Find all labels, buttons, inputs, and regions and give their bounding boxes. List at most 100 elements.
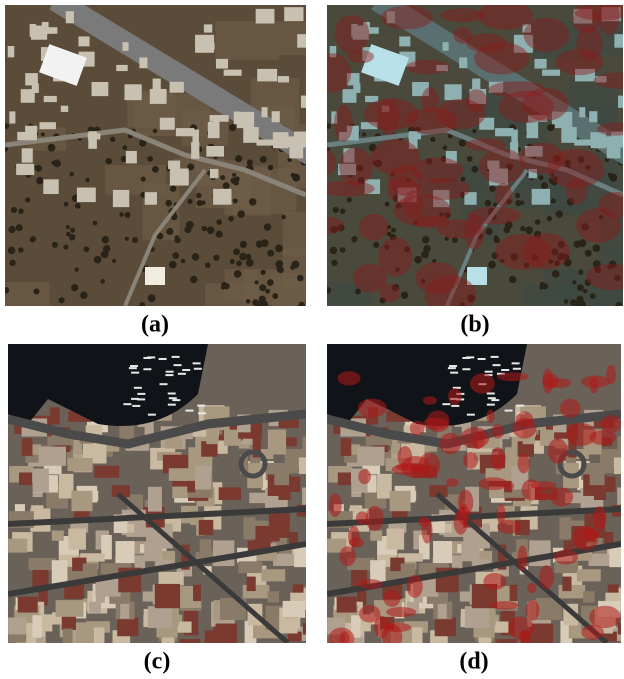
building bbox=[531, 623, 554, 643]
tree bbox=[10, 206, 18, 214]
tree bbox=[550, 198, 556, 204]
boat bbox=[130, 365, 139, 368]
roundabout bbox=[238, 449, 268, 479]
water bbox=[327, 344, 527, 426]
building bbox=[345, 444, 360, 455]
building bbox=[554, 561, 579, 574]
tree bbox=[229, 258, 235, 264]
tree bbox=[614, 274, 621, 282]
building bbox=[244, 620, 257, 643]
building bbox=[51, 530, 64, 541]
building bbox=[399, 36, 411, 47]
building bbox=[589, 472, 605, 486]
building bbox=[261, 569, 286, 582]
building bbox=[252, 437, 261, 458]
building bbox=[88, 131, 97, 149]
highlight bbox=[494, 182, 513, 207]
building bbox=[300, 95, 306, 108]
boat bbox=[147, 413, 156, 416]
building bbox=[65, 11, 74, 24]
building bbox=[147, 486, 162, 512]
tree bbox=[196, 199, 203, 207]
building bbox=[364, 179, 381, 195]
building bbox=[115, 541, 135, 564]
building bbox=[25, 125, 38, 134]
tree bbox=[584, 249, 592, 257]
boat bbox=[197, 404, 206, 407]
tree bbox=[187, 198, 193, 205]
tree bbox=[384, 201, 390, 207]
building bbox=[249, 492, 268, 504]
boat bbox=[131, 397, 140, 400]
tree bbox=[236, 260, 242, 267]
tree bbox=[139, 302, 146, 306]
tree bbox=[395, 267, 400, 272]
highlight bbox=[593, 72, 623, 89]
tree bbox=[124, 211, 131, 218]
building bbox=[451, 555, 463, 571]
building bbox=[64, 635, 82, 643]
building bbox=[209, 115, 229, 122]
tree bbox=[472, 128, 477, 134]
highlight bbox=[327, 180, 375, 197]
highlight bbox=[417, 178, 471, 200]
tree bbox=[35, 165, 42, 172]
highlight bbox=[546, 149, 605, 189]
building bbox=[28, 557, 57, 571]
tree bbox=[296, 274, 304, 282]
tree bbox=[564, 159, 571, 166]
tree bbox=[29, 236, 36, 243]
tree bbox=[69, 171, 74, 177]
building bbox=[529, 540, 551, 567]
highlight bbox=[426, 410, 450, 433]
highlight bbox=[520, 142, 565, 175]
water bbox=[8, 344, 208, 426]
building bbox=[193, 584, 202, 602]
tree bbox=[184, 226, 192, 234]
building bbox=[100, 563, 121, 575]
tree bbox=[245, 253, 252, 260]
tree bbox=[190, 275, 198, 284]
building bbox=[172, 486, 188, 499]
highlight bbox=[478, 477, 509, 491]
tree bbox=[169, 185, 177, 192]
tree bbox=[386, 231, 392, 237]
tree bbox=[538, 175, 544, 181]
highlight bbox=[453, 26, 472, 44]
tree bbox=[503, 226, 511, 234]
building bbox=[212, 540, 235, 567]
building bbox=[528, 168, 538, 179]
tree bbox=[506, 198, 512, 205]
building bbox=[459, 57, 468, 69]
building bbox=[277, 76, 290, 83]
building bbox=[604, 136, 613, 147]
building bbox=[32, 468, 49, 493]
street bbox=[327, 127, 623, 198]
building bbox=[144, 192, 157, 205]
tree bbox=[228, 123, 237, 132]
highlight bbox=[483, 572, 507, 590]
tree bbox=[386, 225, 391, 230]
building bbox=[71, 490, 93, 512]
tree bbox=[404, 246, 410, 253]
highlight bbox=[393, 194, 451, 227]
building bbox=[91, 82, 109, 97]
boat bbox=[516, 404, 525, 407]
tree bbox=[124, 236, 129, 241]
building bbox=[152, 78, 161, 91]
highlight bbox=[517, 545, 528, 571]
building bbox=[412, 82, 429, 97]
highlight bbox=[418, 452, 441, 479]
building bbox=[590, 132, 606, 149]
highlight bbox=[477, 5, 533, 30]
tree bbox=[548, 177, 556, 184]
field bbox=[215, 21, 280, 60]
building bbox=[356, 585, 367, 606]
tree bbox=[147, 294, 156, 303]
highlight bbox=[358, 214, 389, 241]
building bbox=[604, 532, 614, 546]
tree bbox=[541, 182, 548, 190]
tree bbox=[362, 132, 367, 137]
tree bbox=[5, 123, 10, 129]
building bbox=[274, 472, 290, 486]
